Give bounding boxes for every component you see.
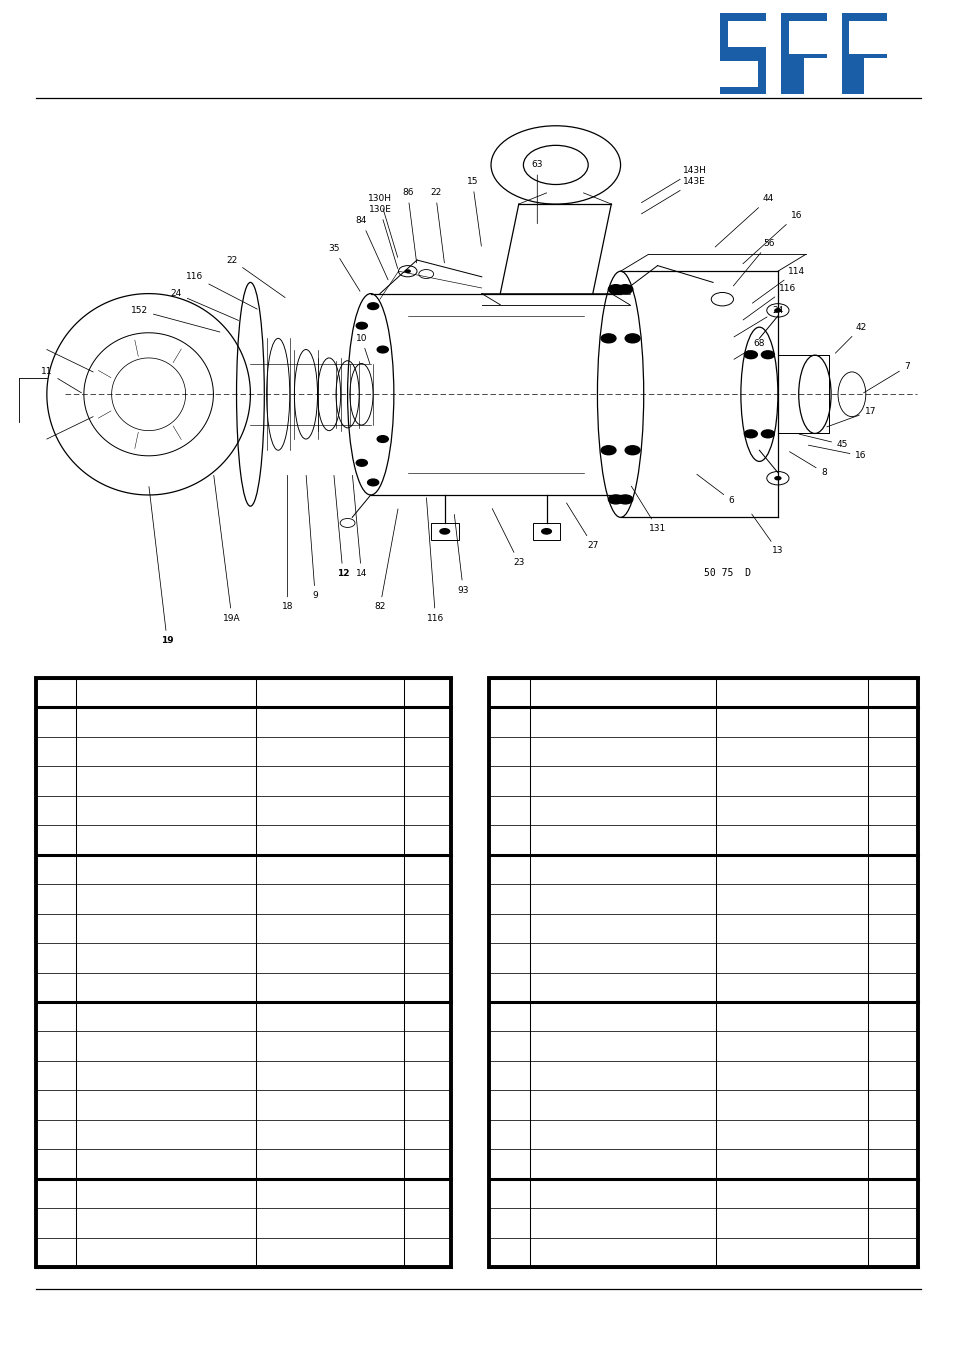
Circle shape bbox=[340, 519, 355, 527]
Circle shape bbox=[367, 479, 378, 485]
Circle shape bbox=[624, 446, 639, 454]
Text: 22: 22 bbox=[430, 189, 444, 263]
Text: 16: 16 bbox=[742, 210, 801, 264]
Circle shape bbox=[760, 350, 774, 359]
Text: 23: 23 bbox=[492, 508, 524, 566]
Circle shape bbox=[355, 322, 367, 329]
Bar bbox=[841, 13, 886, 94]
Text: 116: 116 bbox=[742, 283, 795, 319]
Circle shape bbox=[743, 350, 757, 359]
Text: 63: 63 bbox=[531, 160, 542, 224]
Circle shape bbox=[618, 284, 632, 294]
Text: 45: 45 bbox=[799, 434, 847, 449]
Text: 56: 56 bbox=[733, 239, 774, 286]
Circle shape bbox=[376, 435, 388, 442]
Text: 42: 42 bbox=[835, 322, 866, 353]
Text: 8: 8 bbox=[789, 452, 826, 477]
Bar bbox=[848, 20, 886, 54]
Circle shape bbox=[774, 309, 781, 313]
FancyBboxPatch shape bbox=[431, 523, 458, 539]
Bar bbox=[788, 20, 825, 54]
Text: 84: 84 bbox=[355, 217, 388, 280]
Circle shape bbox=[438, 528, 450, 535]
Text: 116: 116 bbox=[186, 272, 257, 309]
Text: 13: 13 bbox=[751, 514, 782, 555]
Text: 152: 152 bbox=[131, 306, 220, 332]
Circle shape bbox=[760, 430, 774, 438]
Circle shape bbox=[774, 476, 781, 480]
Text: 86: 86 bbox=[401, 189, 416, 263]
Circle shape bbox=[743, 430, 757, 438]
Text: 50 75  D: 50 75 D bbox=[703, 569, 750, 578]
Circle shape bbox=[600, 334, 616, 342]
Text: 131: 131 bbox=[631, 487, 665, 532]
Circle shape bbox=[418, 270, 434, 279]
Text: 17: 17 bbox=[826, 407, 875, 427]
Circle shape bbox=[608, 284, 622, 294]
Text: 11: 11 bbox=[41, 368, 81, 392]
Text: 12: 12 bbox=[334, 476, 349, 578]
Circle shape bbox=[367, 303, 378, 310]
Circle shape bbox=[608, 495, 622, 504]
Text: 19: 19 bbox=[149, 487, 173, 644]
Circle shape bbox=[711, 293, 733, 306]
Text: 24: 24 bbox=[733, 306, 782, 337]
Text: 44: 44 bbox=[715, 194, 774, 247]
Circle shape bbox=[404, 270, 411, 274]
Text: 16: 16 bbox=[807, 445, 866, 460]
Text: 18: 18 bbox=[281, 476, 293, 612]
Text: 24: 24 bbox=[171, 288, 238, 321]
Circle shape bbox=[355, 460, 367, 466]
Circle shape bbox=[618, 495, 632, 504]
Bar bbox=[36, 678, 451, 1267]
Text: 22: 22 bbox=[226, 256, 285, 298]
Circle shape bbox=[540, 528, 552, 535]
Text: 143H: 143H bbox=[640, 166, 706, 202]
Text: 93: 93 bbox=[454, 515, 469, 594]
Text: 130E: 130E bbox=[368, 205, 397, 268]
FancyBboxPatch shape bbox=[532, 523, 559, 539]
Text: 35: 35 bbox=[328, 244, 359, 291]
Circle shape bbox=[398, 266, 416, 276]
Bar bbox=[727, 20, 765, 47]
Bar bbox=[802, 58, 825, 94]
Circle shape bbox=[624, 334, 639, 342]
Text: 7: 7 bbox=[862, 361, 909, 392]
Text: 10: 10 bbox=[355, 334, 370, 364]
Text: 143E: 143E bbox=[640, 177, 705, 214]
Circle shape bbox=[766, 472, 788, 485]
Bar bbox=[720, 61, 758, 88]
Circle shape bbox=[376, 346, 388, 353]
Text: 15: 15 bbox=[466, 177, 481, 247]
Bar bbox=[781, 13, 825, 94]
Circle shape bbox=[766, 303, 788, 317]
Bar bbox=[863, 58, 886, 94]
Text: 68: 68 bbox=[733, 340, 764, 360]
Text: 27: 27 bbox=[566, 503, 598, 550]
Text: 130H: 130H bbox=[368, 194, 397, 257]
Text: 116: 116 bbox=[426, 497, 444, 623]
Text: 19A: 19A bbox=[213, 476, 240, 623]
Bar bbox=[489, 678, 917, 1267]
Text: 82: 82 bbox=[374, 510, 397, 612]
Text: 114: 114 bbox=[752, 267, 804, 303]
Circle shape bbox=[600, 446, 616, 454]
Text: 14: 14 bbox=[352, 476, 367, 578]
Bar bbox=[720, 13, 765, 94]
Text: 9: 9 bbox=[306, 476, 317, 600]
Text: 6: 6 bbox=[696, 474, 734, 506]
